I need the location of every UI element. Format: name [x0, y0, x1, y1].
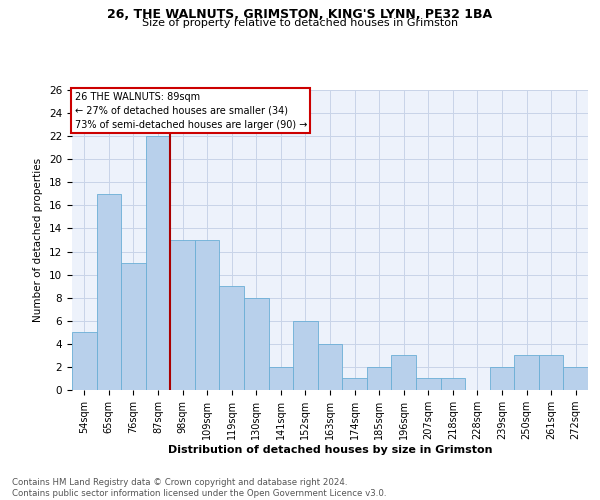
Bar: [514, 356, 539, 390]
Bar: [391, 356, 416, 390]
Bar: [170, 240, 195, 390]
Bar: [440, 378, 465, 390]
Bar: [416, 378, 440, 390]
Y-axis label: Number of detached properties: Number of detached properties: [34, 158, 43, 322]
Text: 26 THE WALNUTS: 89sqm
← 27% of detached houses are smaller (34)
73% of semi-deta: 26 THE WALNUTS: 89sqm ← 27% of detached …: [74, 92, 307, 130]
Bar: [293, 321, 318, 390]
Bar: [146, 136, 170, 390]
Text: Size of property relative to detached houses in Grimston: Size of property relative to detached ho…: [142, 18, 458, 28]
X-axis label: Distribution of detached houses by size in Grimston: Distribution of detached houses by size …: [168, 445, 492, 455]
Bar: [367, 367, 391, 390]
Bar: [97, 194, 121, 390]
Bar: [539, 356, 563, 390]
Bar: [318, 344, 342, 390]
Bar: [72, 332, 97, 390]
Bar: [269, 367, 293, 390]
Bar: [490, 367, 514, 390]
Bar: [195, 240, 220, 390]
Bar: [121, 263, 146, 390]
Text: 26, THE WALNUTS, GRIMSTON, KING'S LYNN, PE32 1BA: 26, THE WALNUTS, GRIMSTON, KING'S LYNN, …: [107, 8, 493, 20]
Bar: [220, 286, 244, 390]
Bar: [563, 367, 588, 390]
Text: Contains HM Land Registry data © Crown copyright and database right 2024.
Contai: Contains HM Land Registry data © Crown c…: [12, 478, 386, 498]
Bar: [342, 378, 367, 390]
Bar: [244, 298, 269, 390]
